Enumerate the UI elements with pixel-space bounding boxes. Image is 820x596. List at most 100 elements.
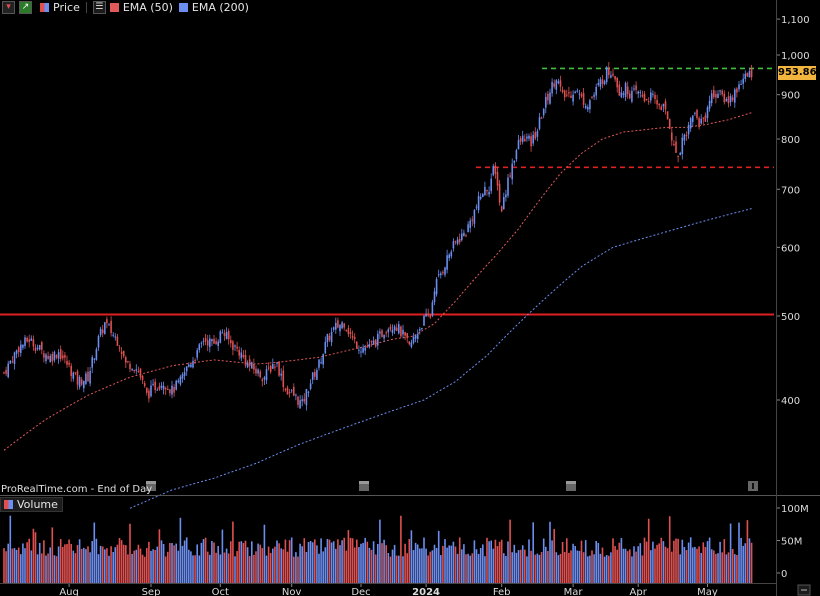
volume-bar[interactable] bbox=[366, 541, 369, 583]
volume-bar[interactable] bbox=[269, 552, 272, 583]
volume-bar[interactable] bbox=[353, 547, 356, 583]
candle[interactable] bbox=[51, 351, 54, 366]
volume-bar[interactable] bbox=[372, 541, 375, 583]
volume-bar[interactable] bbox=[282, 549, 285, 583]
candle[interactable] bbox=[345, 329, 348, 332]
volume-bar[interactable] bbox=[80, 548, 83, 583]
candle[interactable] bbox=[118, 345, 121, 352]
candle[interactable] bbox=[444, 266, 446, 278]
candle[interactable] bbox=[372, 336, 375, 345]
volume-bar[interactable] bbox=[320, 538, 322, 583]
volume-bar[interactable] bbox=[137, 544, 140, 583]
candle[interactable] bbox=[263, 375, 266, 385]
candle[interactable] bbox=[744, 70, 747, 83]
volume-bar[interactable] bbox=[637, 546, 639, 583]
candle[interactable] bbox=[324, 336, 327, 354]
volume-bar[interactable] bbox=[293, 556, 295, 583]
volume-bar[interactable] bbox=[605, 555, 608, 583]
volume-bar[interactable] bbox=[181, 545, 184, 583]
volume-bar[interactable] bbox=[639, 543, 642, 583]
volume-bar[interactable] bbox=[57, 546, 60, 583]
volume-bar[interactable] bbox=[32, 528, 35, 583]
volume-bar[interactable] bbox=[7, 543, 9, 583]
volume-bar[interactable] bbox=[654, 548, 656, 583]
volume-bar[interactable] bbox=[74, 553, 77, 583]
volume-bar[interactable] bbox=[687, 542, 690, 583]
candle[interactable] bbox=[647, 97, 650, 105]
volume-bar[interactable] bbox=[28, 538, 30, 583]
volume-bar[interactable] bbox=[341, 540, 343, 583]
candle[interactable] bbox=[68, 359, 70, 368]
volume-bar[interactable] bbox=[496, 546, 499, 583]
candle[interactable] bbox=[671, 128, 673, 146]
volume-bar[interactable] bbox=[324, 547, 327, 583]
candle[interactable] bbox=[305, 388, 308, 411]
volume-bar[interactable] bbox=[131, 553, 133, 583]
volume-bar[interactable] bbox=[335, 548, 337, 583]
candle[interactable] bbox=[206, 334, 209, 352]
volume-bar[interactable] bbox=[108, 555, 110, 583]
candle[interactable] bbox=[505, 189, 507, 202]
volume-bar[interactable] bbox=[410, 530, 413, 583]
volume-bar[interactable] bbox=[643, 537, 646, 583]
candle[interactable] bbox=[580, 91, 583, 99]
candle[interactable] bbox=[215, 337, 217, 345]
candle[interactable] bbox=[379, 328, 381, 339]
candle[interactable] bbox=[3, 371, 5, 375]
candle[interactable] bbox=[221, 329, 224, 334]
candle[interactable] bbox=[721, 89, 723, 97]
volume-bar[interactable] bbox=[76, 545, 79, 583]
volume-bar[interactable] bbox=[530, 550, 532, 583]
volume-bar[interactable] bbox=[538, 554, 541, 583]
candle[interactable] bbox=[650, 88, 652, 104]
candle[interactable] bbox=[87, 367, 89, 382]
volume-bar[interactable] bbox=[419, 548, 421, 583]
volume-bar[interactable] bbox=[53, 555, 56, 583]
volume-bar[interactable] bbox=[429, 551, 432, 583]
candle[interactable] bbox=[251, 361, 253, 369]
candle[interactable] bbox=[635, 81, 637, 95]
candle[interactable] bbox=[47, 351, 49, 360]
candle[interactable] bbox=[91, 355, 93, 374]
volume-bar[interactable] bbox=[710, 549, 713, 583]
candle[interactable] bbox=[429, 313, 432, 319]
candle[interactable] bbox=[526, 133, 528, 142]
candle[interactable] bbox=[616, 77, 618, 93]
candle[interactable] bbox=[78, 375, 81, 390]
candle[interactable] bbox=[158, 382, 161, 391]
candle[interactable] bbox=[335, 317, 337, 334]
candle[interactable] bbox=[173, 384, 175, 397]
volume-bar[interactable] bbox=[225, 548, 228, 583]
volume-bar[interactable] bbox=[750, 542, 753, 583]
candle[interactable] bbox=[148, 388, 150, 403]
candle[interactable] bbox=[120, 347, 123, 360]
volume-bar[interactable] bbox=[236, 551, 238, 583]
volume-bar[interactable] bbox=[133, 550, 135, 583]
volume-bar[interactable] bbox=[486, 537, 488, 583]
candle[interactable] bbox=[15, 349, 18, 359]
volume-bar[interactable] bbox=[547, 551, 549, 583]
volume-bar[interactable] bbox=[295, 552, 297, 583]
volume-bar[interactable] bbox=[612, 538, 614, 583]
volume-bar[interactable] bbox=[450, 545, 453, 583]
volume-bar[interactable] bbox=[444, 539, 446, 583]
volume-bar[interactable] bbox=[610, 552, 612, 583]
volume-bar[interactable] bbox=[326, 539, 329, 583]
candle[interactable] bbox=[603, 79, 606, 86]
volume-bar[interactable] bbox=[582, 552, 585, 583]
volume-bar[interactable] bbox=[469, 555, 471, 583]
candle[interactable] bbox=[524, 134, 526, 142]
volume-bar[interactable] bbox=[748, 538, 751, 583]
volume-bar[interactable] bbox=[511, 552, 513, 583]
candle[interactable] bbox=[605, 65, 608, 85]
candle[interactable] bbox=[507, 173, 509, 198]
volume-bar[interactable] bbox=[146, 548, 148, 583]
volume-bar[interactable] bbox=[213, 542, 215, 583]
candle[interactable] bbox=[513, 160, 516, 166]
volume-bar[interactable] bbox=[721, 552, 723, 583]
candle[interactable] bbox=[698, 116, 700, 130]
volume-bar[interactable] bbox=[255, 551, 257, 583]
candle[interactable] bbox=[66, 355, 68, 368]
candle[interactable] bbox=[479, 193, 482, 201]
candle[interactable] bbox=[553, 79, 555, 89]
